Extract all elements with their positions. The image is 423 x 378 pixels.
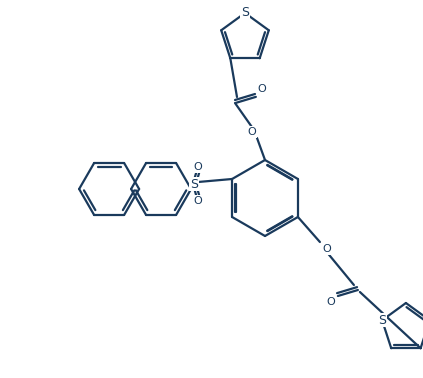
Text: O: O [327, 297, 335, 307]
Text: S: S [241, 6, 249, 20]
Text: S: S [190, 178, 198, 191]
Text: O: O [194, 196, 203, 206]
Text: O: O [194, 162, 203, 172]
Text: S: S [378, 314, 386, 327]
Text: O: O [247, 127, 256, 137]
Text: O: O [322, 244, 331, 254]
Text: O: O [258, 84, 266, 94]
